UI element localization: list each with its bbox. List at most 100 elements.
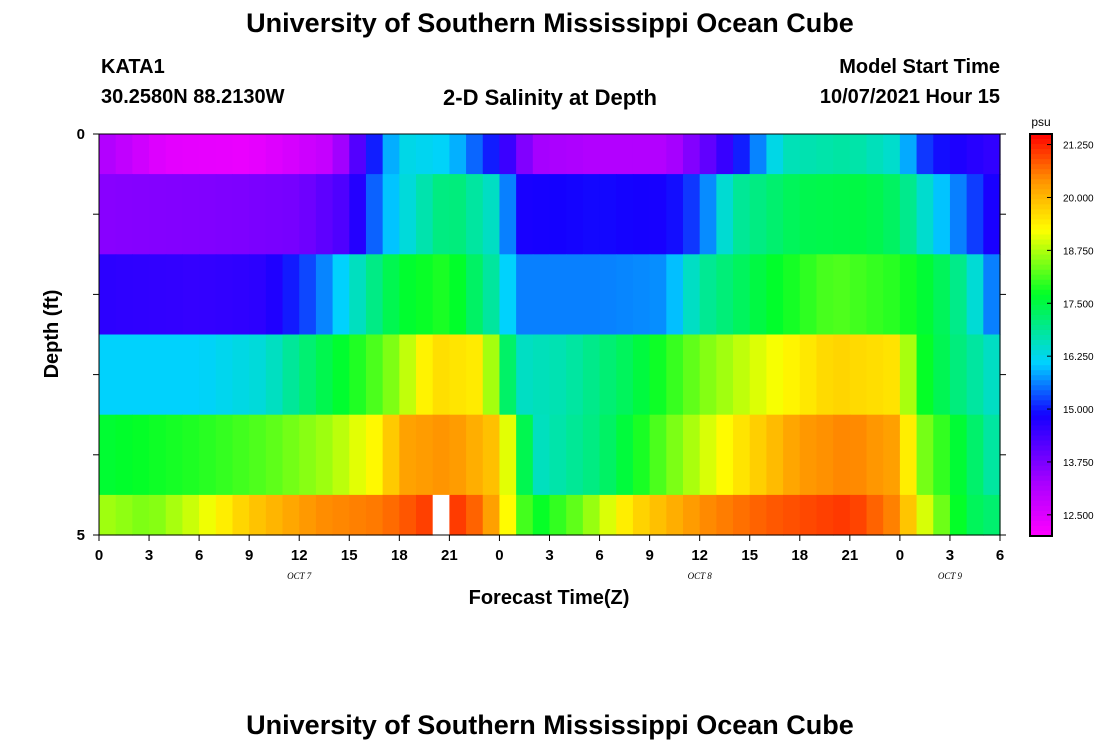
heatmap-cell bbox=[532, 414, 551, 496]
heatmap-cell bbox=[783, 254, 801, 336]
heatmap-cell bbox=[749, 494, 768, 536]
colorbar-frame bbox=[1029, 133, 1053, 537]
heatmap-cell bbox=[332, 334, 350, 416]
heatmap-cell bbox=[883, 134, 901, 175]
heatmap-cell bbox=[532, 254, 551, 336]
colorbar-segment bbox=[1030, 360, 1052, 366]
heatmap-cell bbox=[783, 174, 801, 255]
heatmap-cell bbox=[983, 334, 1001, 416]
heatmap-cell bbox=[466, 134, 484, 175]
heatmap-cell bbox=[516, 174, 534, 255]
heatmap-cell bbox=[582, 334, 601, 416]
heatmap-cell bbox=[282, 334, 300, 416]
colorbar-segment bbox=[1030, 259, 1052, 266]
x-tick-label: 15 bbox=[741, 547, 758, 564]
colorbar-segment bbox=[1030, 340, 1052, 346]
heatmap-cell bbox=[532, 334, 551, 416]
colorbar-segment bbox=[1030, 445, 1052, 452]
heatmap-cell bbox=[899, 174, 918, 255]
heatmap-cell bbox=[632, 254, 651, 336]
heatmap-cell bbox=[482, 494, 501, 536]
day-label: OCT 8 bbox=[688, 571, 713, 581]
heatmap-cell bbox=[299, 494, 317, 536]
colorbar-segment bbox=[1030, 405, 1052, 411]
colorbar-tick-label: 18.750 bbox=[1063, 246, 1094, 257]
heatmap-cell bbox=[883, 494, 901, 536]
x-axis-label: Forecast Time(Z) bbox=[469, 587, 630, 609]
x-tick-label: 0 bbox=[95, 547, 103, 564]
heatmap-cell bbox=[666, 174, 684, 255]
heatmap-cell bbox=[916, 174, 934, 255]
heatmap-cell bbox=[699, 134, 717, 175]
colorbar-segment bbox=[1030, 350, 1052, 356]
x-tick-label: 3 bbox=[545, 547, 553, 564]
colorbar-segment bbox=[1030, 385, 1052, 391]
heatmap-cell bbox=[115, 254, 133, 336]
heatmap-cell bbox=[432, 174, 450, 255]
heatmap-cell bbox=[482, 134, 501, 175]
colorbar-segment bbox=[1030, 380, 1052, 386]
x-tick-label: 0 bbox=[896, 547, 904, 564]
heatmap-cell bbox=[249, 494, 267, 536]
heatmap-cell bbox=[716, 494, 734, 536]
heatmap-cell bbox=[349, 334, 367, 416]
heatmap-cell bbox=[566, 414, 584, 496]
colorbar-segment bbox=[1030, 370, 1052, 376]
heatmap-cell bbox=[482, 254, 501, 336]
heatmap-cell bbox=[532, 134, 551, 175]
y-tick-label: 5 bbox=[77, 527, 85, 544]
heatmap-cell bbox=[332, 414, 350, 496]
heatmap-cell bbox=[616, 254, 634, 336]
heatmap-cell bbox=[816, 174, 834, 255]
heatmap-cell bbox=[165, 254, 184, 336]
colorbar-segment bbox=[1030, 319, 1052, 326]
heatmap-cell bbox=[883, 174, 901, 255]
heatmap-cell bbox=[115, 494, 133, 536]
colorbar-segment bbox=[1030, 335, 1052, 341]
heatmap-cell bbox=[149, 254, 167, 336]
colorbar-segment bbox=[1030, 299, 1052, 306]
heatmap-cell bbox=[432, 334, 450, 416]
colorbar-segment bbox=[1030, 460, 1052, 467]
heatmap-cell bbox=[249, 174, 267, 255]
heatmap-cell bbox=[265, 414, 284, 496]
heatmap-cell bbox=[132, 414, 150, 496]
heatmap-cell bbox=[432, 134, 450, 175]
colorbar-segment bbox=[1030, 314, 1052, 321]
heatmap-cell bbox=[249, 334, 267, 416]
colorbar-segment bbox=[1030, 289, 1052, 296]
heatmap-cell bbox=[165, 334, 184, 416]
heatmap-cell bbox=[916, 254, 934, 336]
heatmap-cell bbox=[132, 134, 150, 175]
heatmap-cell bbox=[365, 254, 384, 336]
heatmap-cell bbox=[749, 174, 768, 255]
heatmap-cell bbox=[115, 334, 133, 416]
heatmap-cell bbox=[549, 334, 567, 416]
heatmap-cell bbox=[949, 414, 968, 496]
colorbar-segment bbox=[1030, 219, 1052, 226]
heatmap-cell bbox=[733, 494, 751, 536]
heatmap-cell bbox=[232, 334, 250, 416]
heatmap-cell bbox=[315, 414, 334, 496]
heatmap-cell bbox=[382, 334, 400, 416]
heatmap-cell bbox=[566, 334, 584, 416]
heatmap-cell bbox=[265, 254, 284, 336]
heatmap-cell bbox=[899, 414, 918, 496]
heatmap-cell bbox=[733, 134, 751, 175]
heatmap-cell bbox=[549, 134, 567, 175]
heatmap-cell bbox=[966, 254, 984, 336]
heatmap-cell bbox=[182, 134, 200, 175]
x-tick-label: 0 bbox=[495, 547, 503, 564]
heatmap-cell-missing bbox=[432, 494, 450, 536]
heatmap-cell bbox=[816, 254, 834, 336]
colorbar-segment bbox=[1030, 485, 1052, 492]
heatmap-cell bbox=[532, 494, 551, 536]
heatmap-cell bbox=[816, 414, 834, 496]
heatmap-cell bbox=[282, 414, 300, 496]
heatmap-cell bbox=[816, 494, 834, 536]
colorbar-segment bbox=[1030, 234, 1052, 241]
heatmap-cell bbox=[115, 174, 133, 255]
heatmap-cell bbox=[566, 254, 584, 336]
colorbar-segment bbox=[1030, 500, 1052, 507]
heatmap-cell bbox=[215, 134, 234, 175]
